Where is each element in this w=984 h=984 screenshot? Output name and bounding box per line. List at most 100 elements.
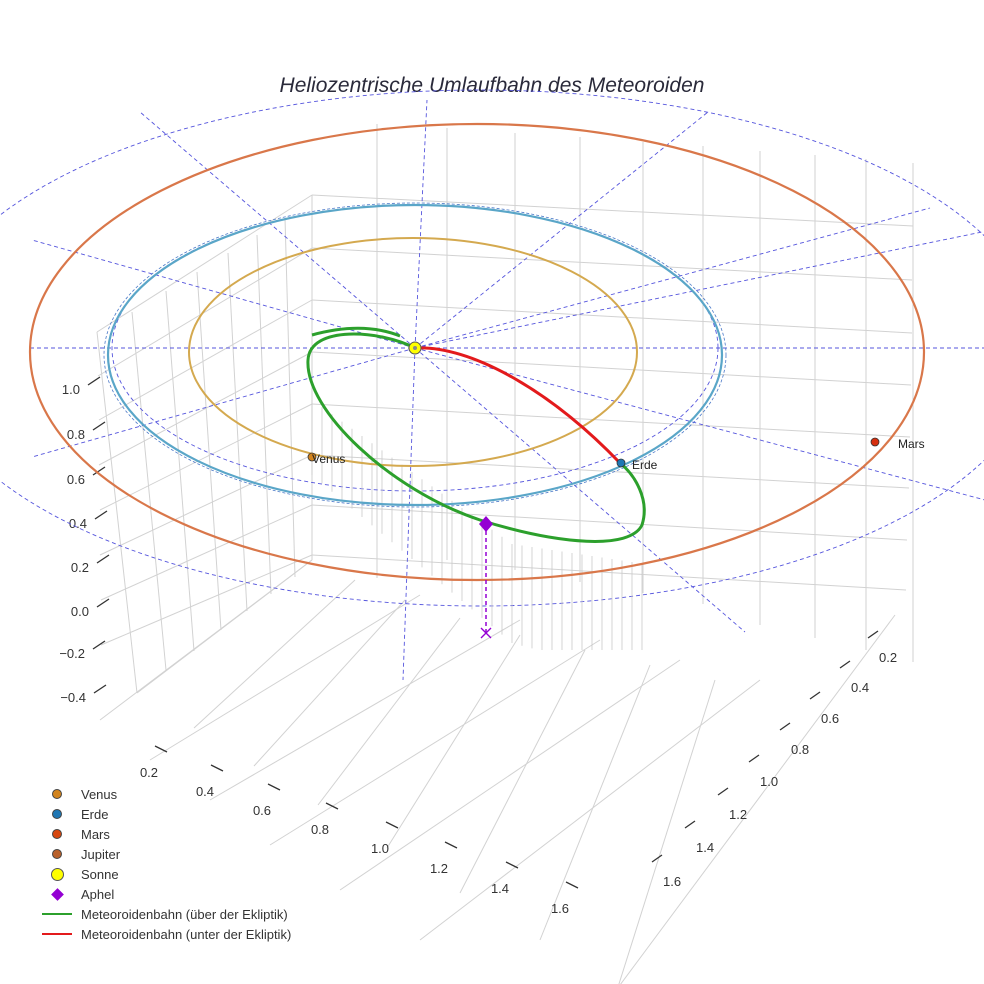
legend-symbol (36, 887, 78, 901)
y-tick-label: 0.2 (879, 650, 897, 665)
grid-line (96, 194, 313, 333)
mars-marker (870, 437, 880, 447)
legend-label: Meteoroidenbahn (über der Ekliptik) (81, 906, 288, 922)
grid-line (227, 252, 248, 612)
grid-line (100, 554, 313, 646)
y-tick-label: 1.0 (760, 774, 778, 789)
markers: Venus Erde Mars (307, 341, 925, 639)
legend-item[interactable]: Venus (36, 784, 291, 804)
guide-line (402, 347, 416, 681)
grid-line (269, 639, 601, 846)
grid-line (165, 290, 195, 652)
guide-line (31, 347, 416, 458)
grid-line (131, 311, 167, 671)
meteoroid-orbit-below (413, 346, 622, 465)
guide-line (414, 231, 983, 349)
sun-swatch (50, 867, 64, 881)
legend-label: Mars (81, 826, 110, 842)
grid-line (386, 634, 521, 849)
meteoroid-orbit (306, 326, 646, 543)
z-tick-label: 0.6 (67, 472, 85, 487)
ecliptic-guides (0, 89, 984, 681)
grid-line (98, 351, 313, 466)
venus-marker (307, 452, 317, 462)
legend-label: Meteoroidenbahn (unter der Ekliptik) (81, 926, 292, 942)
aphel-marker (479, 516, 493, 532)
dot-swatch (52, 849, 62, 859)
legend-symbol (36, 913, 78, 915)
z-tick-label: −0.2 (59, 646, 85, 661)
earth-orbit-dashed (103, 202, 727, 508)
dot-swatch (52, 809, 62, 819)
legend-item[interactable]: Erde (36, 804, 291, 824)
guide-line (414, 99, 428, 349)
x-tick-mark (154, 745, 168, 753)
z-tick-label: 0.0 (71, 604, 89, 619)
legend-label: Venus (81, 786, 118, 802)
z-tick-mark (96, 554, 110, 564)
x-tick-mark (385, 821, 399, 829)
legend-symbol (36, 829, 78, 839)
y-tick-label: 0.4 (851, 680, 869, 695)
legend-item[interactable]: Jupiter (36, 844, 291, 864)
legend-item[interactable]: Aphel (36, 884, 291, 904)
x-tick-mark (565, 881, 579, 889)
legend-item[interactable]: Meteoroidenbahn (unter der Ekliptik) (36, 924, 291, 944)
dot-swatch (52, 829, 62, 839)
chart-title: Heliozentrische Umlaufbahn des Meteoroid… (279, 74, 705, 97)
grid-line (209, 619, 521, 801)
y-tick-mark (684, 820, 696, 829)
grid-line (311, 403, 911, 438)
legend-symbol (36, 933, 78, 935)
line-swatch (42, 913, 72, 915)
z-tick-label: 0.2 (71, 560, 89, 575)
legend-label: Erde (81, 806, 109, 822)
x-tick-label: 0.4 (196, 784, 214, 799)
guide-line (414, 111, 709, 349)
legend-symbol (36, 809, 78, 819)
grid-line (620, 614, 896, 984)
z-tick-mark (87, 376, 101, 386)
aphel-projection (480, 627, 492, 639)
grid-line (96, 331, 138, 694)
grid-line (256, 234, 272, 595)
z-tick-mark (94, 510, 108, 520)
z-tick-mark (92, 466, 106, 476)
grid-line (97, 247, 313, 377)
grid-line (149, 594, 421, 761)
grid-line (311, 554, 907, 591)
meteoroid-orbit-above (311, 326, 401, 338)
mars-orbit (28, 122, 926, 582)
grid-line (193, 579, 356, 729)
legend-symbol (36, 789, 78, 799)
venus-label: Venus (312, 452, 345, 466)
x-tick-mark (444, 841, 458, 849)
legend-item[interactable]: Meteoroidenbahn (über der Ekliptik) (36, 904, 291, 924)
x-tick-label: 1.4 (491, 881, 509, 896)
grid-line (253, 599, 406, 767)
grid-line (99, 403, 313, 511)
y-tick-label: 0.6 (821, 711, 839, 726)
x-tick-mark (210, 764, 224, 772)
grid-line (317, 617, 461, 806)
guide-line (414, 347, 984, 501)
y-tick-mark (651, 854, 663, 863)
y-tick-mark (779, 722, 791, 731)
diamond-swatch (50, 887, 64, 901)
axis-grid (96, 124, 914, 984)
y-tick-label: 1.2 (729, 807, 747, 822)
legend: Venus Erde Mars Jupiter Sonne Aphel Meteoroide… (36, 784, 291, 944)
meteoroid-orbit-above (306, 332, 646, 543)
grid-line (99, 559, 313, 721)
legend-item[interactable]: Mars (36, 824, 291, 844)
legend-item[interactable]: Sonne (36, 864, 291, 884)
grid-line (419, 679, 761, 941)
earth-marker (616, 458, 626, 468)
y-tick-mark (717, 787, 729, 796)
grid-line (539, 664, 651, 941)
x-tick-label: 1.2 (430, 861, 448, 876)
x-tick-label: 0.2 (140, 765, 158, 780)
grid-line (311, 299, 913, 334)
guide-line (31, 239, 416, 349)
